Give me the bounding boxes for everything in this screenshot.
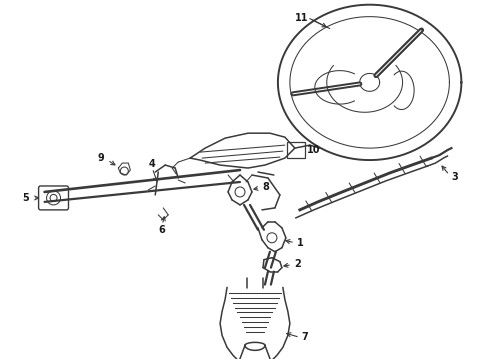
Text: 9: 9 (98, 153, 104, 163)
Text: 1: 1 (297, 238, 304, 248)
Text: 6: 6 (158, 225, 165, 235)
Text: 5: 5 (23, 193, 29, 203)
Text: 2: 2 (294, 259, 300, 269)
FancyBboxPatch shape (287, 142, 305, 158)
Text: 8: 8 (262, 182, 269, 192)
Text: 4: 4 (148, 159, 155, 169)
Text: 7: 7 (302, 332, 309, 342)
FancyBboxPatch shape (39, 186, 69, 210)
Text: 3: 3 (451, 172, 458, 182)
Text: 11: 11 (295, 13, 308, 23)
Text: 10: 10 (307, 145, 320, 155)
